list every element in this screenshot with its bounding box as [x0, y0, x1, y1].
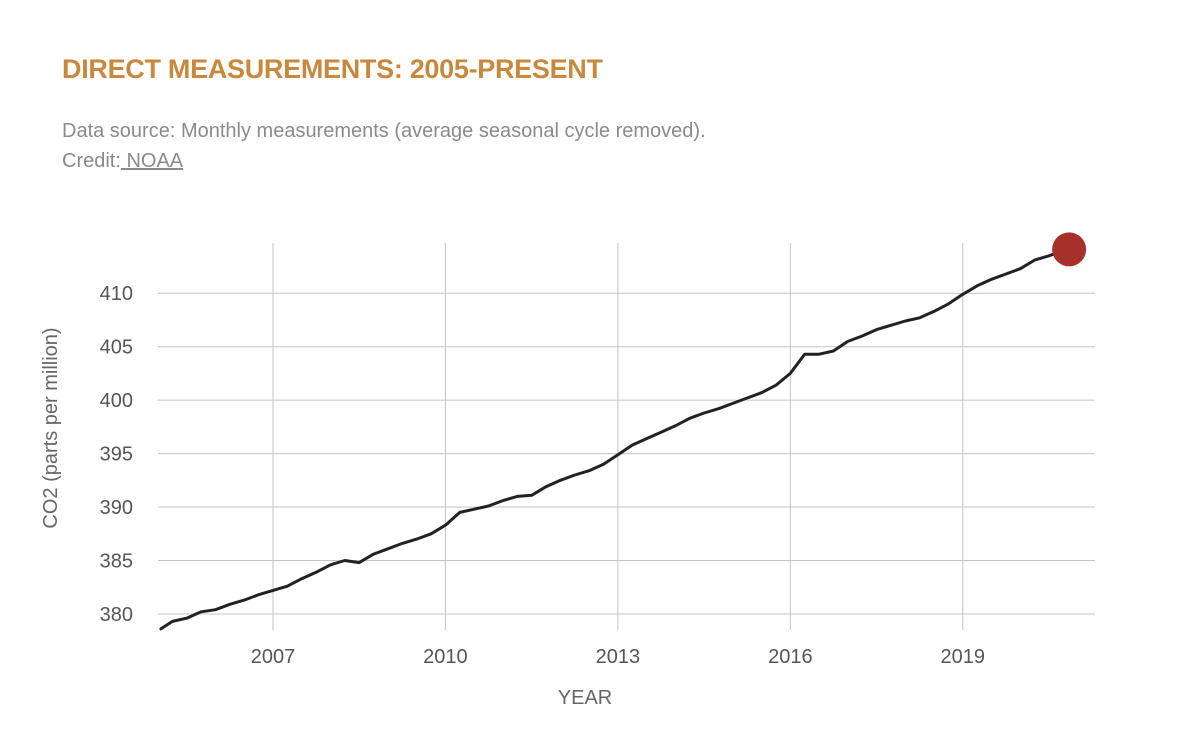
x-tick-label: 2007 [251, 646, 296, 668]
chart-title: DIRECT MEASUREMENTS: 2005-PRESENT [62, 54, 603, 84]
chart-subtitle: Data source: Monthly measurements (avera… [62, 116, 722, 176]
noaa-credit-link[interactable]: NOAA [120, 150, 184, 172]
x-tick-labels: 2007 2010 2013 2016 2019 [251, 646, 985, 668]
data-source-text: Data source: Monthly measurements (avera… [62, 120, 706, 172]
y-tick-label: 380 [100, 604, 133, 626]
latest-value-marker[interactable] [1052, 232, 1087, 267]
y-tick-label: 405 [100, 337, 133, 359]
co2-series-line [159, 247, 1071, 631]
grid-layer [158, 243, 1095, 630]
y-tick-labels: 380 385 390 395 400 405 410 [100, 283, 133, 626]
y-tick-label: 395 [100, 444, 133, 466]
x-tick-label: 2013 [596, 646, 641, 668]
y-tick-label: 390 [100, 497, 133, 519]
y-axis-title: CO2 (parts per million) [40, 327, 62, 528]
y-tick-label: 385 [100, 551, 133, 573]
x-tick-label: 2016 [768, 646, 813, 668]
x-tick-label: 2019 [941, 646, 986, 668]
y-tick-label: 400 [100, 390, 133, 412]
x-tick-label: 2010 [423, 646, 468, 668]
y-tick-label: 410 [100, 283, 133, 305]
x-axis-title: YEAR [558, 687, 612, 709]
